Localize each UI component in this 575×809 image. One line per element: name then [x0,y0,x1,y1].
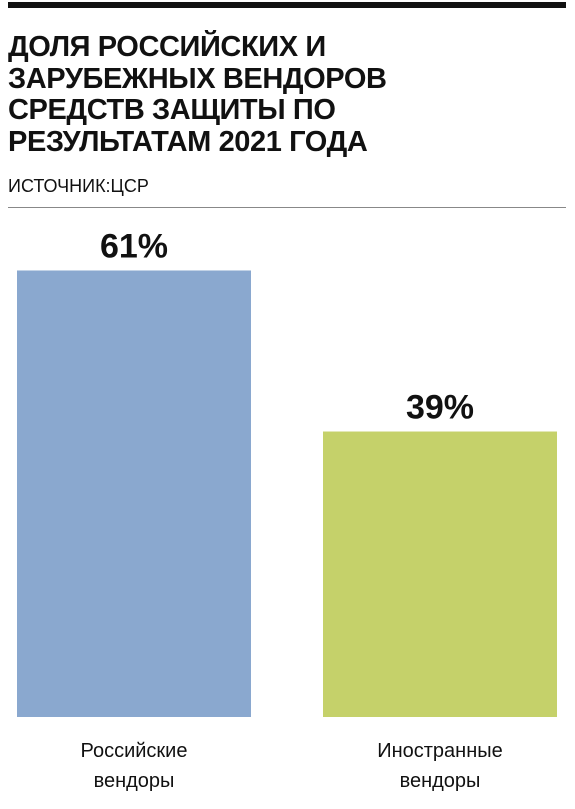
value-label: 39% [406,389,474,427]
bar [17,270,251,717]
bar [323,431,557,717]
chart-title: ДОЛЯ РОССИЙСКИХ И ЗАРУБЕЖНЫХ ВЕНДОРОВ СР… [8,31,387,158]
source: ИСТОЧНИК:ЦСР [8,176,149,196]
category-label: Иностранные вендоры [377,740,503,792]
value-label: 61% [100,227,168,265]
top-bar [8,2,566,8]
divider [8,207,566,208]
category-label: Российские вендоры [80,740,188,792]
